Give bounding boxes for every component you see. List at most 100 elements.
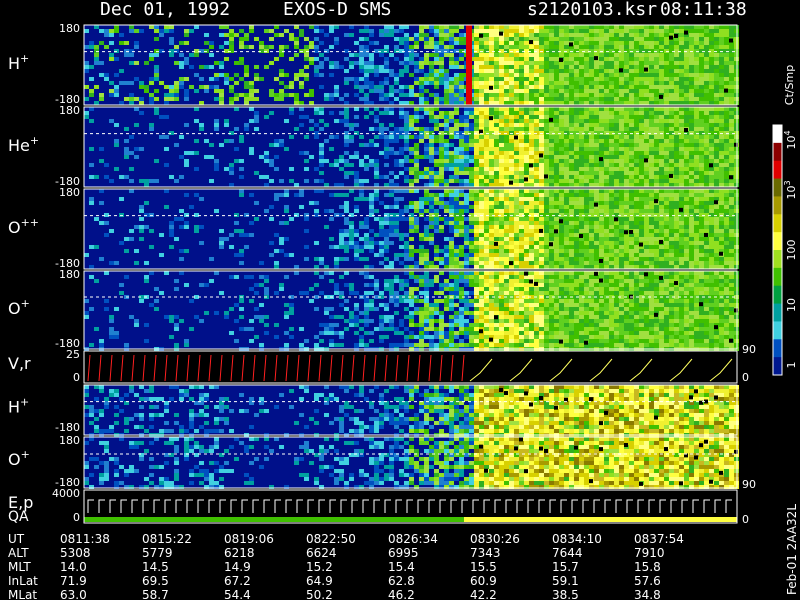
spectrogram-cell <box>729 111 734 115</box>
panel-3 <box>83 188 739 270</box>
spectrogram-cell <box>619 147 624 151</box>
spectrogram-cell <box>454 25 459 29</box>
spectrogram-cell <box>444 119 449 123</box>
spectrogram-cell <box>184 123 189 127</box>
spectrogram-cell <box>384 221 389 225</box>
spectrogram-cell <box>489 97 494 101</box>
spectrogram-cell <box>634 261 639 265</box>
spectrogram-cell <box>524 135 529 139</box>
spectrogram-cell <box>679 143 684 147</box>
spectrogram-cell <box>414 147 419 151</box>
spectrogram-cell <box>719 183 724 187</box>
spectrogram-cell <box>599 261 604 265</box>
spectrogram-cell <box>499 257 504 261</box>
spectrogram-cell <box>439 65 444 69</box>
spectrogram-cell <box>434 97 439 101</box>
spectrogram-cell <box>729 151 734 155</box>
spectrogram-cell <box>559 253 564 257</box>
spectrogram-cell <box>684 25 689 29</box>
spectrogram-cell <box>124 237 129 241</box>
spectrogram-cell <box>89 265 94 269</box>
spectrogram-cell <box>674 193 679 197</box>
spectrogram-cell <box>369 209 374 213</box>
spectrogram-cell <box>194 53 199 57</box>
spectrogram-cell <box>564 143 569 147</box>
spectrogram-cell <box>544 237 549 241</box>
spectrogram-cell <box>454 131 459 135</box>
spectrogram-cell <box>684 193 689 197</box>
spectrogram-cell <box>504 167 509 171</box>
spectrogram-cell <box>524 53 529 57</box>
spectrogram-cell <box>314 257 319 261</box>
spectrogram-cell <box>709 69 714 73</box>
spectrogram-cell <box>269 29 274 33</box>
spectrogram-cell <box>459 89 464 93</box>
spectrogram-cell <box>199 85 204 89</box>
spectrogram-cell <box>474 205 479 209</box>
spectrogram-cell <box>689 85 694 89</box>
spectrogram-cell <box>589 111 594 115</box>
spectrogram-cell <box>344 229 349 233</box>
spectrogram-cell <box>579 209 584 213</box>
spectrogram-cell <box>494 111 499 115</box>
spectrogram-cell <box>404 189 409 193</box>
spectrogram-cell <box>674 151 679 155</box>
spectrogram-cell <box>504 151 509 155</box>
spectrogram-cell <box>644 163 649 167</box>
spectrogram-cell <box>624 107 629 111</box>
spectrogram-cell <box>644 81 649 85</box>
spectrogram-cell <box>354 151 359 155</box>
spectrogram-cell <box>564 123 569 127</box>
spectrogram-cell <box>129 229 134 233</box>
spectrogram-cell <box>634 107 639 111</box>
spectrogram-cell <box>369 163 374 167</box>
spectrogram-cell <box>519 45 524 49</box>
spectrogram-cell <box>664 233 669 237</box>
spectrogram-cell <box>609 209 614 213</box>
spectrogram-cell <box>104 307 109 311</box>
spectrogram-cell <box>549 25 554 29</box>
spectrogram-cell <box>429 217 434 221</box>
spectrogram-cell <box>639 183 644 187</box>
spectrogram-cell <box>564 29 569 33</box>
spectrogram-cell <box>729 131 734 135</box>
spectrogram-cell <box>459 193 464 197</box>
spectrogram-cell <box>719 249 724 253</box>
spectrogram-cell <box>664 139 669 143</box>
spectrogram-cell <box>94 217 99 221</box>
spectrogram-cell <box>494 53 499 57</box>
spectrogram-cell <box>529 143 534 147</box>
spectrogram-cell <box>559 119 564 123</box>
spectrogram-cell <box>409 57 414 61</box>
spectrogram-cell <box>434 245 439 249</box>
spectrogram-cell <box>699 197 704 201</box>
spectrogram-cell <box>524 261 529 265</box>
spectrogram-cell <box>694 29 699 33</box>
spectrogram-cell <box>109 93 114 97</box>
spectrogram-cell <box>429 183 434 187</box>
spectrogram-cell <box>369 127 374 131</box>
spectrogram-cell <box>669 81 674 85</box>
spectrogram-cell <box>369 57 374 61</box>
spectrogram-cell <box>664 221 669 225</box>
spectrogram-cell <box>134 155 139 159</box>
spectrogram-cell <box>409 245 414 249</box>
spectrogram-cell <box>239 61 244 65</box>
spectrogram-cell <box>529 265 534 269</box>
spectrogram-cell <box>719 37 724 41</box>
spectrogram-cell <box>399 189 404 193</box>
spectrogram-cell <box>719 131 724 135</box>
spectrogram-cell <box>339 229 344 233</box>
spectrogram-cell <box>614 73 619 77</box>
spectrogram-cell <box>404 147 409 151</box>
spectrogram-cell <box>614 57 619 61</box>
spectrogram-cell <box>564 245 569 249</box>
spectrogram-cell <box>714 25 719 29</box>
spectrogram-cell <box>584 45 589 49</box>
spectrogram-cell <box>534 57 539 61</box>
spectrogram-cell <box>344 131 349 135</box>
spectrogram-cell <box>559 151 564 155</box>
spectrogram-cell <box>514 61 519 65</box>
spectrogram-cell <box>409 45 414 49</box>
spectrogram-cell <box>689 143 694 147</box>
